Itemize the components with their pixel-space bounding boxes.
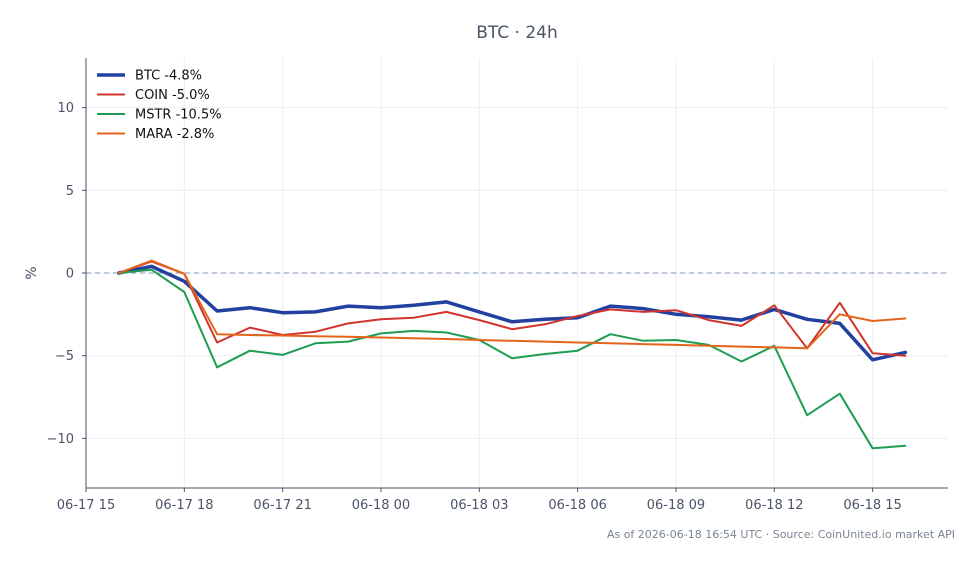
legend-label: BTC -4.8% bbox=[135, 69, 202, 84]
series-line-coin bbox=[117, 260, 907, 357]
x-tick-label: 06-18 06 bbox=[548, 498, 606, 513]
series-line-mstr bbox=[117, 268, 907, 450]
y-tick-label: −10 bbox=[47, 432, 74, 447]
series-line-mara bbox=[117, 259, 907, 350]
y-tick-label: 5 bbox=[66, 184, 74, 199]
x-tick-label: 06-17 18 bbox=[155, 498, 213, 513]
x-tick-label: 06-18 09 bbox=[647, 498, 705, 513]
footer-note: As of 2026-06-18 16:54 UTC · Source: Coi… bbox=[607, 528, 955, 541]
y-tick-label: −5 bbox=[55, 349, 74, 364]
legend: BTC -4.8% COIN -5.0% MSTR -10.5% MARA -2.8% bbox=[97, 69, 222, 142]
legend-label: MARA -2.8% bbox=[135, 127, 214, 142]
legend-label: COIN -5.0% bbox=[135, 88, 210, 103]
x-tick-label: 06-18 15 bbox=[843, 498, 901, 513]
y-tick-label: 10 bbox=[57, 101, 74, 116]
grid bbox=[85, 58, 948, 488]
x-tick-label: 06-17 15 bbox=[57, 498, 115, 513]
x-axis-ticks: 06-17 15 06-17 18 06-17 21 06-18 00 06-18 03… bbox=[57, 488, 902, 513]
x-tick-label: 06-18 00 bbox=[352, 498, 410, 513]
y-tick-label: 0 bbox=[66, 267, 74, 282]
x-tick-label: 06-17 21 bbox=[253, 498, 311, 513]
y-axis-label: % bbox=[24, 266, 40, 279]
y-axis-ticks: 10 5 0 −5 −10 bbox=[47, 101, 86, 447]
series-layer bbox=[117, 259, 908, 450]
series-line-btc bbox=[117, 264, 908, 362]
x-tick-label: 06-18 03 bbox=[450, 498, 508, 513]
legend-label: MSTR -10.5% bbox=[135, 108, 222, 123]
chart-title: BTC · 24h bbox=[476, 23, 558, 43]
x-tick-label: 06-18 12 bbox=[745, 498, 803, 513]
